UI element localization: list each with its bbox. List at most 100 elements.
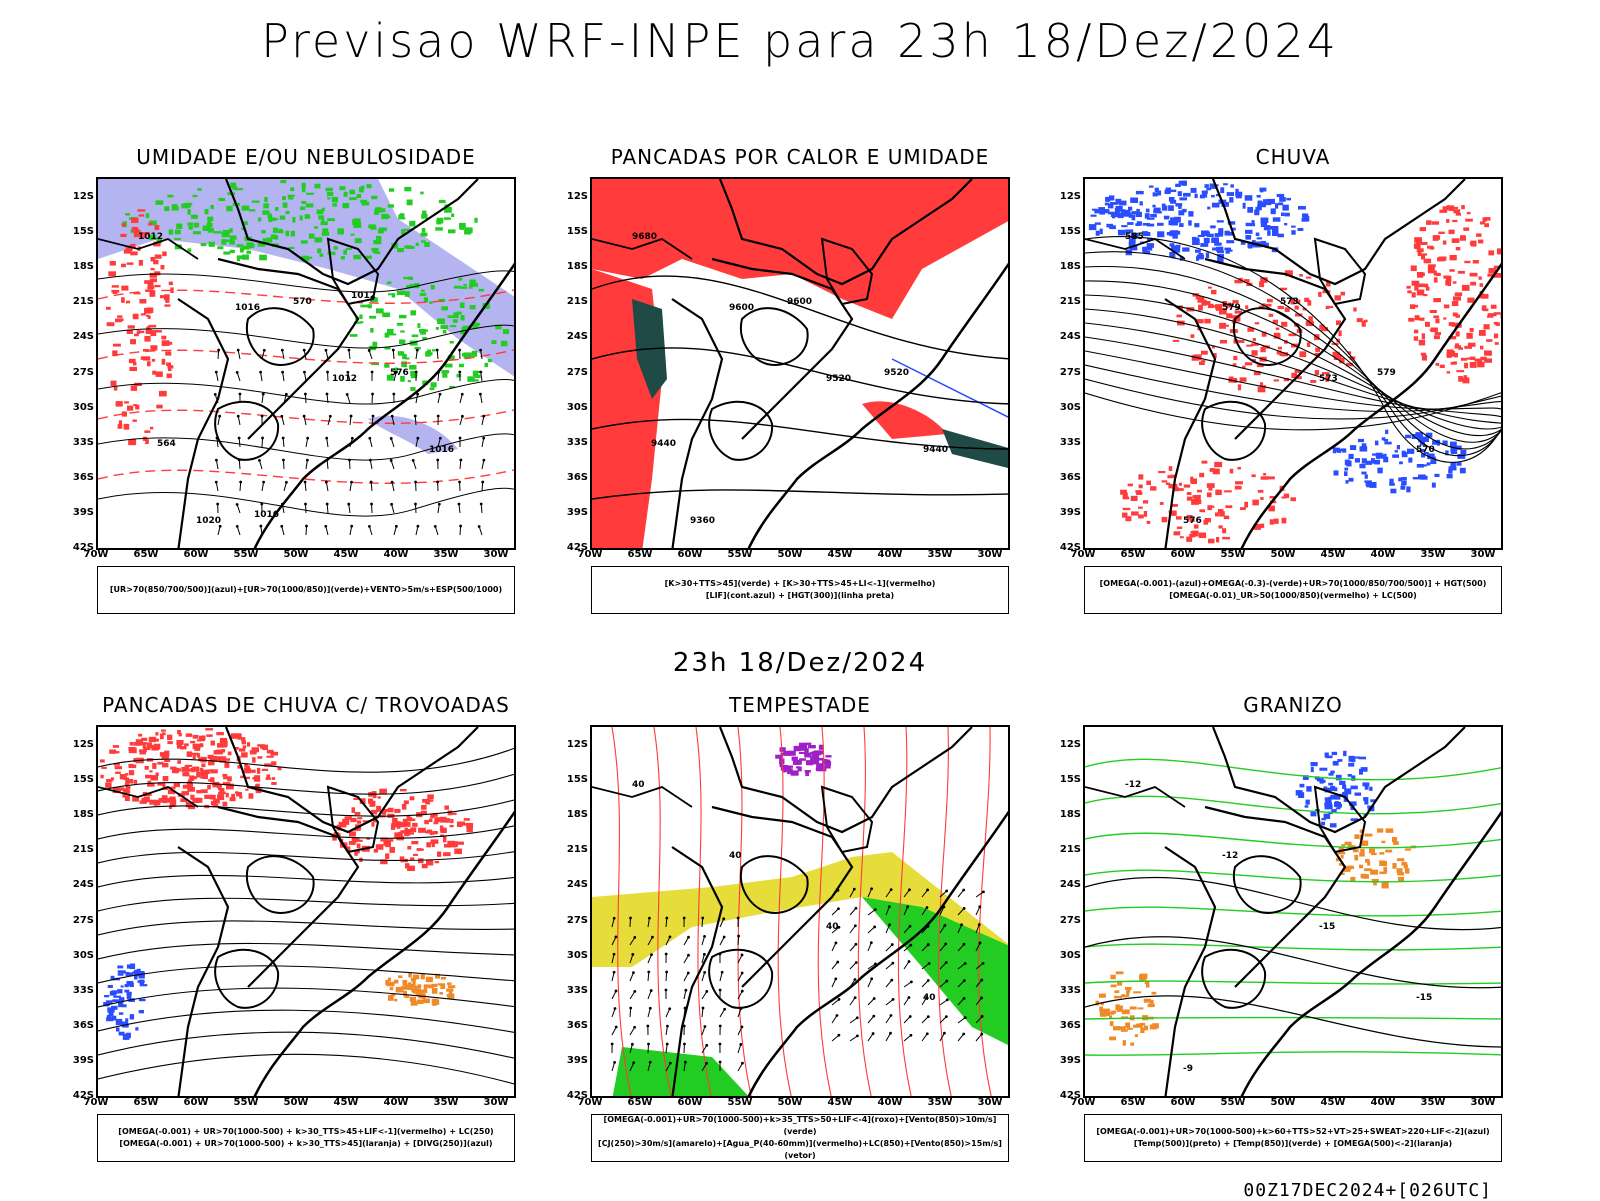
wind850-green bbox=[862, 897, 1010, 1047]
lon-tick-label: 55W bbox=[231, 549, 261, 560]
lon-tick-label: 65W bbox=[1118, 1097, 1148, 1108]
lon-tick-label: 30W bbox=[1468, 549, 1498, 560]
lon-tick-label: 50W bbox=[775, 1097, 805, 1108]
map-panel-4 bbox=[96, 725, 516, 1098]
lat-tick-label: 15S bbox=[64, 774, 94, 785]
lat-tick-label: 18S bbox=[1051, 261, 1081, 272]
panel-title: PANCADAS POR CALOR E UMIDADE bbox=[590, 145, 1010, 169]
lat-tick-label: 21S bbox=[1051, 296, 1081, 307]
map-panel-6: -12-12-15-15-9 bbox=[1083, 725, 1503, 1098]
lat-tick-label: 12S bbox=[64, 739, 94, 750]
lon-tick-label: 60W bbox=[675, 1097, 705, 1108]
omega-red bbox=[1407, 205, 1504, 383]
contour-label: 579 bbox=[1377, 368, 1396, 378]
lat-tick-label: 12S bbox=[1051, 739, 1081, 750]
panel-title: TEMPESTADE bbox=[590, 693, 1010, 717]
lat-tick-label: 27S bbox=[64, 367, 94, 378]
lon-tick-label: 70W bbox=[575, 1097, 605, 1108]
contour-label: 576 bbox=[390, 368, 409, 378]
contour-label: 1020 bbox=[196, 516, 221, 526]
lat-tick-label: 33S bbox=[558, 437, 588, 448]
contour-label: 9600 bbox=[787, 297, 812, 307]
country-border bbox=[226, 727, 478, 832]
lon-tick-label: 70W bbox=[575, 549, 605, 560]
legend-line: [CJ(250)>30m/s](amarelo)+[Agua_P(40-60mm… bbox=[592, 1138, 1008, 1162]
lat-tick-label: 30S bbox=[1051, 402, 1081, 413]
contour-label: 9520 bbox=[884, 368, 909, 378]
contour-label: -15 bbox=[1319, 922, 1335, 932]
lon-tick-label: 30W bbox=[481, 549, 511, 560]
contour-label: -12 bbox=[1222, 851, 1238, 861]
lon-tick-label: 50W bbox=[775, 549, 805, 560]
lat-tick-label: 39S bbox=[558, 507, 588, 518]
lon-tick-label: 35W bbox=[431, 1097, 461, 1108]
lat-tick-label: 12S bbox=[64, 191, 94, 202]
lat-tick-label: 24S bbox=[558, 879, 588, 890]
lat-tick-label: 15S bbox=[558, 774, 588, 785]
legend-box: [OMEGA(-0.001) + UR>70(1000-500) + k>30_… bbox=[97, 1114, 515, 1162]
lat-tick-label: 30S bbox=[64, 402, 94, 413]
lat-tick-label: 36S bbox=[64, 472, 94, 483]
lon-tick-label: 60W bbox=[1168, 549, 1198, 560]
panel-title: PANCADAS DE CHUVA C/ TROVOADAS bbox=[96, 693, 516, 717]
contour-label: 40 bbox=[826, 922, 839, 932]
lon-tick-label: 70W bbox=[81, 1097, 111, 1108]
temp850-contour bbox=[1085, 1018, 1503, 1020]
lon-tick-label: 40W bbox=[381, 549, 411, 560]
legend-line: [LIF](cont.azul) + [HGT(300)](linha pret… bbox=[592, 590, 1008, 602]
panel-title: GRANIZO bbox=[1083, 693, 1503, 717]
legend-line: [Temp(500)](preto) + [Temp(850)](verde) … bbox=[1085, 1138, 1501, 1150]
legend-box: [K>30+TTS>45](verde) + [K>30+TTS>45+LI<-… bbox=[591, 566, 1009, 614]
streamline bbox=[98, 1032, 516, 1059]
contour-label: 9600 bbox=[729, 303, 754, 313]
temp850-contour bbox=[1085, 944, 1503, 950]
streamline bbox=[98, 1054, 516, 1085]
lon-tick-label: 40W bbox=[381, 1097, 411, 1108]
state-outline bbox=[1315, 239, 1365, 304]
legend-line: [OMEGA(-0.001) + UR>70(1000-500) + k>30_… bbox=[98, 1138, 514, 1150]
lon-tick-label: 45W bbox=[825, 549, 855, 560]
contour-label: 576 bbox=[1183, 516, 1202, 526]
wind850-green bbox=[612, 1047, 752, 1098]
lat-tick-label: 21S bbox=[558, 844, 588, 855]
lon-tick-label: 50W bbox=[1268, 549, 1298, 560]
lon-tick-label: 45W bbox=[331, 549, 361, 560]
lon-tick-label: 30W bbox=[975, 549, 1005, 560]
lat-tick-label: 24S bbox=[64, 879, 94, 890]
andes-border bbox=[178, 847, 228, 1098]
lat-tick-label: 39S bbox=[1051, 1055, 1081, 1066]
lon-tick-label: 45W bbox=[331, 1097, 361, 1108]
uruguay-outline bbox=[215, 950, 278, 1008]
hail-blue bbox=[1296, 751, 1376, 828]
lon-tick-label: 35W bbox=[1418, 549, 1448, 560]
lat-tick-label: 33S bbox=[64, 437, 94, 448]
lon-tick-label: 45W bbox=[1318, 1097, 1348, 1108]
contour-label: 9440 bbox=[923, 445, 948, 455]
lat-tick-label: 18S bbox=[64, 261, 94, 272]
lat-tick-label: 39S bbox=[558, 1055, 588, 1066]
contour-label: 573 bbox=[1280, 297, 1299, 307]
lon-tick-label: 70W bbox=[81, 549, 111, 560]
temp850-contour bbox=[1085, 1052, 1503, 1055]
lat-tick-label: 18S bbox=[1051, 809, 1081, 820]
lon-tick-label: 45W bbox=[1318, 549, 1348, 560]
contour-label: 570 bbox=[293, 297, 312, 307]
lat-tick-label: 30S bbox=[558, 402, 588, 413]
andes-border bbox=[672, 299, 722, 550]
lat-tick-label: 30S bbox=[1051, 950, 1081, 961]
lat-tick-label: 27S bbox=[1051, 367, 1081, 378]
contour-label: 9360 bbox=[690, 516, 715, 526]
contour-label: -15 bbox=[1416, 993, 1432, 1003]
hail-orange bbox=[1336, 828, 1416, 888]
lon-tick-label: 60W bbox=[181, 1097, 211, 1108]
lon-tick-label: 45W bbox=[825, 1097, 855, 1108]
contour-label: 40 bbox=[923, 993, 936, 1003]
lat-tick-label: 33S bbox=[558, 985, 588, 996]
lat-tick-label: 27S bbox=[558, 915, 588, 926]
precipitable-water bbox=[858, 727, 872, 1098]
legend-line: [OMEGA(-0.001)-(azul)+OMEGA(-0.3)-(verde… bbox=[1085, 578, 1501, 590]
lat-tick-label: 36S bbox=[558, 1020, 588, 1031]
precipitable-water bbox=[818, 727, 832, 1098]
temp850-contour bbox=[1085, 870, 1503, 882]
